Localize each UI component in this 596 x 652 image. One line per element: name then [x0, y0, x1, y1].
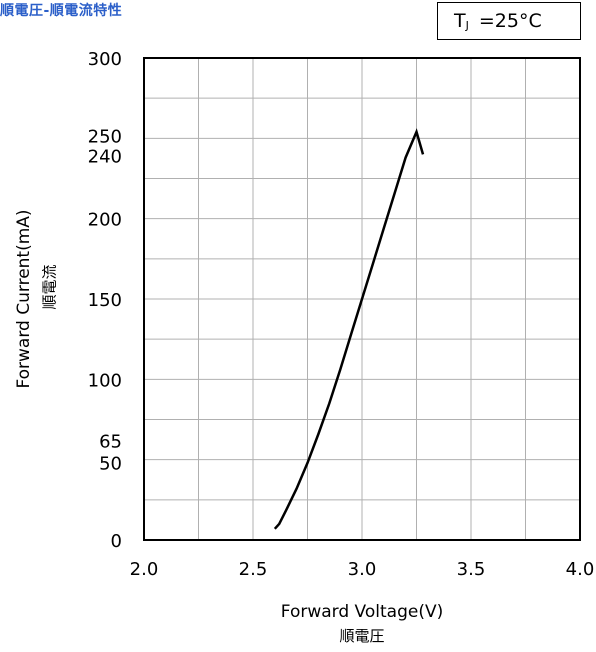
- x-tick-label: 3.5: [457, 559, 486, 580]
- iv-curve-line: [273, 128, 425, 530]
- temperature-condition-box: T J =25°C: [437, 2, 581, 40]
- y-tick-label: 65: [99, 432, 122, 453]
- page-title: 順電圧-順電流特性: [0, 3, 123, 19]
- y-tick-label: 0: [111, 531, 122, 552]
- x-tick-label: 4.0: [566, 559, 595, 580]
- temp-value: =25°C: [478, 10, 542, 32]
- y-tick-label: 300: [88, 49, 122, 70]
- y-tick-label: 50: [99, 454, 122, 475]
- temp-symbol: T: [454, 10, 466, 32]
- y-tick-label: 150: [88, 290, 122, 311]
- y-tick-label: 250: [88, 126, 122, 147]
- temp-subscript: J: [465, 18, 469, 32]
- y-tick-label: 200: [88, 210, 122, 231]
- plot-frame: [143, 57, 581, 541]
- y-tick-label: 240: [88, 146, 122, 167]
- x-tick-label: 2.0: [130, 559, 159, 580]
- x-axis-subtitle: 順電圧: [339, 627, 384, 645]
- y-axis-subtitle: 順電流: [41, 264, 59, 309]
- y-axis-title: Forward Current(mA): [14, 209, 34, 388]
- grid-lines: [144, 58, 580, 540]
- x-axis-title: Forward Voltage(V): [281, 602, 443, 622]
- y-tick-label: 100: [88, 370, 122, 391]
- x-tick-label: 3.0: [348, 559, 377, 580]
- x-tick-label: 2.5: [239, 559, 268, 580]
